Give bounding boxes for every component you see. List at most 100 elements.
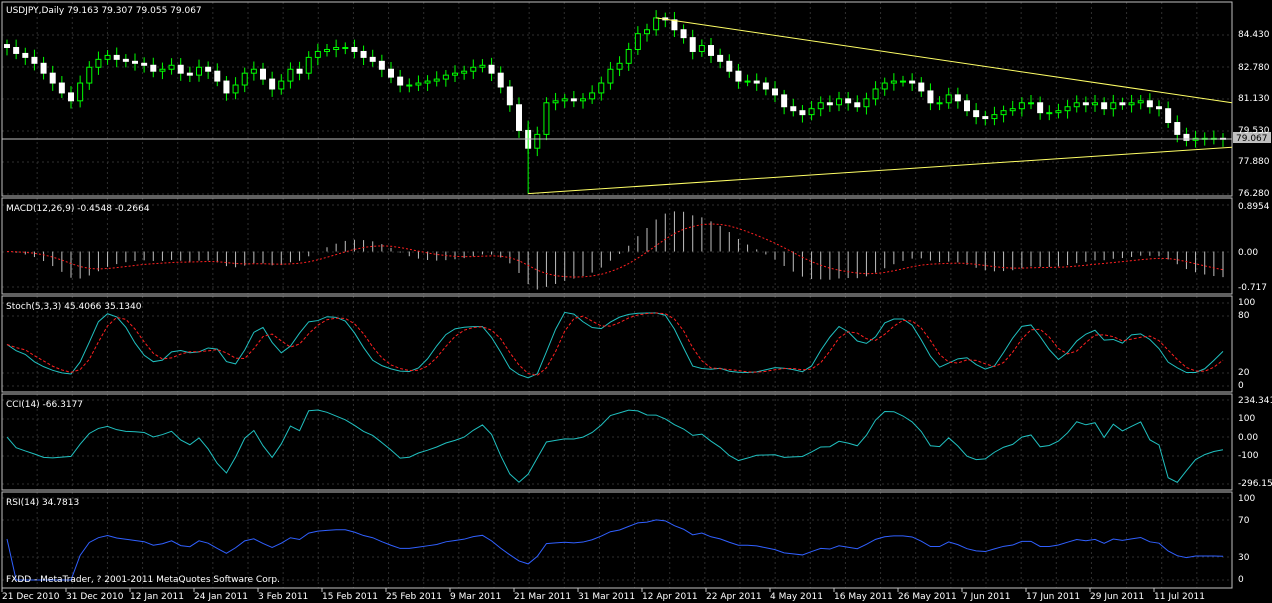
candle-bull [644,29,650,35]
candle-bull [314,50,321,58]
candle-bear [1146,100,1153,108]
candle-bull [1110,102,1117,110]
candle-bear [1119,102,1126,106]
y-tick-label: -0.717 [1238,283,1267,293]
y-tick-label: 100 [1238,494,1255,504]
candle-bear [1082,102,1089,106]
y-tick-label: 0.00 [1238,433,1258,443]
x-tick-label: 31 Dec 2010 [66,592,124,602]
candle-bull [890,80,897,84]
y-tick-label: 82.780 [1238,63,1270,73]
y-tick-label: 20 [1238,368,1250,378]
candle-bull [900,80,906,83]
candle-bear [1101,102,1108,110]
candle-bull [278,80,285,90]
macd-signal-line [6,223,1224,278]
candle-bear [22,52,29,58]
y-tick-label: 76.280 [1238,189,1270,199]
candle-bull [250,68,257,74]
candle-bull [1128,102,1135,106]
candle-bear [689,37,696,52]
candle-bear [488,64,495,74]
candle-bull [452,72,458,76]
candle-bull [863,98,870,108]
candle-bear [762,82,769,90]
candle-bull [634,33,641,50]
candle-bear [150,64,157,72]
x-tick-label: 12 Jan 2011 [130,592,184,602]
y-tick-label: 0.00 [1238,248,1258,258]
candle-bull [415,82,422,86]
current-price-label: 79.067 [1236,134,1268,144]
candle-bull [744,80,751,83]
upper-trendline [656,17,1233,104]
candle-bull [580,98,586,102]
macd-axis: 0.8954 0.00 -0.717 [1238,202,1270,293]
candle-bear [717,54,724,62]
candle-bull [552,100,559,104]
x-tick-label: 16 May 2011 [834,592,893,602]
x-tick-label: 26 May 2011 [898,592,957,602]
candle-bull [1055,110,1062,114]
y-tick-label: 81.130 [1238,94,1270,104]
y-tick-label: 234.341 [1238,396,1272,406]
x-tick-label: 21 Mar 2011 [514,592,571,602]
y-tick-label: 0 [1238,381,1244,391]
panel-frame [1,197,1233,295]
candle-bull [625,48,632,64]
rsi-panel-title: RSI(14) 34.7813 [6,498,79,508]
x-tick-label: 15 Feb 2011 [322,592,378,602]
candle-bear [927,90,934,104]
candle-bull [305,56,312,74]
stoch-panel-title: Stoch(5,3,3) 45.4066 35.1340 [6,302,142,312]
candle-bull [196,66,202,76]
candle-bear [826,102,833,106]
candle-bear [708,45,714,56]
candle-bull [543,102,550,135]
candle-bull [442,74,449,80]
y-tick-label: 77.880 [1238,157,1270,167]
candle-bull [607,68,614,84]
candle-bear [772,88,778,96]
candle-bear [296,68,303,74]
candle-bull [991,114,998,120]
candle-bull [808,108,815,116]
candle-bear [132,60,138,64]
candle-bull [616,62,623,70]
candle-bear [726,60,733,72]
candle-bear [388,68,394,78]
candle-bear [954,94,961,102]
cci-panel-title: CCI(14) -66.3177 [6,400,83,410]
candle-bear [397,76,404,86]
candle-bull [333,47,340,50]
candle-bull [406,84,413,87]
x-tick-label: 21 Dec 2010 [2,592,60,602]
y-tick-label: 79.530 [1238,126,1270,136]
candle-bull [287,68,294,82]
candle-bear [680,29,687,39]
candle-bear [570,98,577,102]
candle-bear [781,94,788,108]
candle-bear [1037,102,1044,114]
stoch-axis: 100 80 20 0 [1238,298,1255,391]
stoch-main-line [6,311,1224,379]
panel-frame [1,393,1233,491]
current-price-box [1233,132,1271,143]
cci-line [6,409,1224,483]
price-panel-title: USDJPY,Daily 79.163 79.307 79.055 79.067 [6,6,202,16]
candle-bull [461,70,468,74]
candle-bull [232,84,239,94]
cci-axis: 234.341 100 0.00 -100 -296.157 [1238,396,1272,489]
y-tick-label: 100 [1238,298,1255,308]
candle-bull [342,47,349,50]
candle-bull [77,82,84,102]
candle-bear [506,86,513,106]
candle-bull [433,78,440,82]
y-tick-label: 100 [1238,414,1255,424]
candle-bear [1156,106,1162,110]
candle-bull [104,54,111,60]
candle-bear [799,110,806,116]
x-tick-label: 17 Jun 2011 [1026,592,1080,602]
candle-bull [1073,102,1080,108]
candle-bear [223,80,230,94]
